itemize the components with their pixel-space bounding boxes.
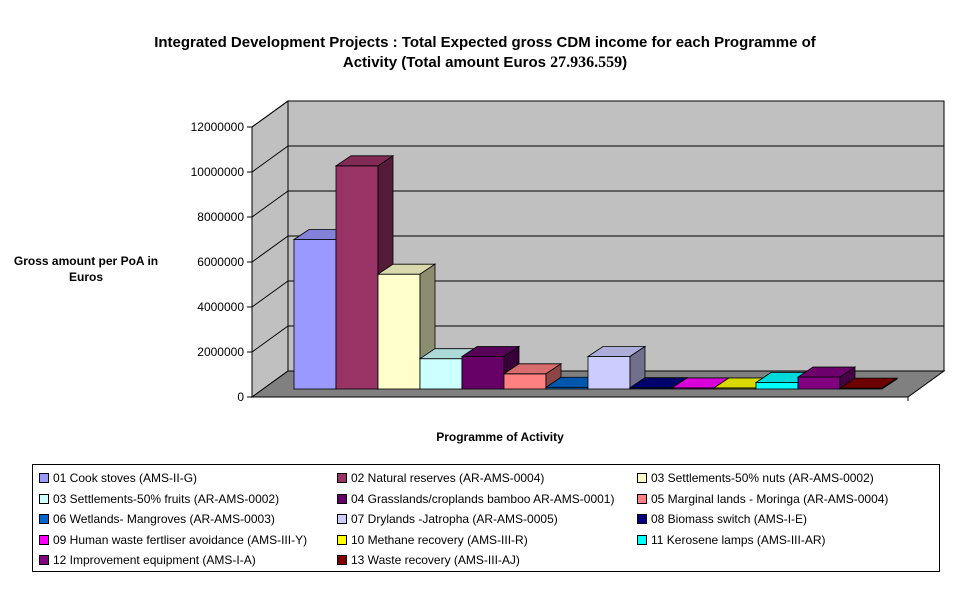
y-tick-label: 6000000 xyxy=(197,255,244,269)
legend-swatch xyxy=(39,555,49,565)
gridline-side xyxy=(251,145,289,173)
legend-swatch xyxy=(337,555,347,565)
chart-legend: 01 Cook stoves (AMS-II-G) 02 Natural rese… xyxy=(32,464,940,572)
chart-title-line1: Integrated Development Projects : Total … xyxy=(154,34,816,51)
legend-label: 03 Settlements-50% nuts (AR-AMS-0002) xyxy=(651,471,874,485)
bar-front xyxy=(293,239,337,390)
legend-label: 10 Methane recovery (AMS-III-R) xyxy=(351,532,528,547)
legend-swatch xyxy=(337,493,347,504)
legend-label: 11 Kerosene lamps (AMS-III-AR) xyxy=(651,532,826,547)
legend-swatch xyxy=(637,473,647,483)
bar-front xyxy=(335,165,379,390)
legend-swatch xyxy=(637,514,647,524)
gridline-side xyxy=(251,325,289,353)
legend-item: 05 Marginal lands - Moringa (AR-AMS-0004… xyxy=(637,489,888,509)
legend-label: 07 Drylands -Jatropha (AR-AMS-0005) xyxy=(351,512,558,526)
gridline-side xyxy=(251,235,289,263)
legend-label: 05 Marginal lands - Moringa (AR-AMS-0004… xyxy=(651,491,889,506)
legend-item: 13 Waste recovery (AMS-III-AJ) xyxy=(337,550,520,570)
chart-title-amount: 27.936.559 xyxy=(550,54,623,71)
legend-label: 03 Settlements-50% fruits (AR-AMS-0002) xyxy=(53,491,280,506)
legend-item: 01 Cook stoves (AMS-II-G) xyxy=(39,468,197,488)
legend-item: 06 Wetlands- Mangroves (AR-AMS-0003) xyxy=(39,509,275,529)
legend-swatch xyxy=(337,514,347,524)
chart-title: Integrated Development Projects : Total … xyxy=(95,33,875,73)
bar-front xyxy=(797,376,841,390)
bar-front xyxy=(755,382,799,390)
legend-label: 08 Biomass switch (AMS-I-E) xyxy=(651,512,808,526)
y-tick-label: 4000000 xyxy=(197,300,244,314)
legend-item: 10 Methane recovery (AMS-III-R) xyxy=(337,530,528,550)
legend-swatch xyxy=(39,493,49,504)
y-tick-label: 12000000 xyxy=(191,120,245,134)
legend-label: 13 Waste recovery (AMS-III-AJ) xyxy=(351,553,520,567)
bar-front xyxy=(503,373,547,390)
legend-swatch xyxy=(39,473,49,483)
legend-label: 12 Improvement equipment (AMS-I-A) xyxy=(53,553,256,567)
legend-item: 12 Improvement equipment (AMS-I-A) xyxy=(39,550,256,570)
legend-swatch xyxy=(337,534,347,545)
gridline-side xyxy=(251,190,289,218)
chart-title-line2: Activity (Total amount Euros xyxy=(342,54,551,71)
legend-item: 04 Grasslands/croplands bamboo AR-AMS-00… xyxy=(337,489,614,509)
x-axis-label: Programme of Activity xyxy=(436,430,564,444)
bar-front xyxy=(461,356,505,390)
legend-item: 02 Natural reserves (AR-AMS-0004) xyxy=(337,468,544,488)
legend-label: 09 Human waste fertliser avoidance (AMS-… xyxy=(53,532,308,547)
bar-side xyxy=(881,377,898,390)
legend-item: 09 Human waste fertliser avoidance (AMS-… xyxy=(39,530,307,550)
chart-title-close: ) xyxy=(622,54,628,71)
y-tick-label: 8000000 xyxy=(197,210,244,224)
legend-swatch xyxy=(637,534,647,545)
legend-item: 08 Biomass switch (AMS-I-E) xyxy=(637,509,807,529)
legend-item: 03 Settlements-50% nuts (AR-AMS-0002) xyxy=(637,468,874,488)
legend-label: 06 Wetlands- Mangroves (AR-AMS-0003) xyxy=(53,512,275,526)
legend-swatch xyxy=(39,534,49,545)
bar-front xyxy=(587,356,631,390)
bar-front xyxy=(419,358,463,390)
legend-swatch xyxy=(637,493,647,504)
legend-label: 01 Cook stoves (AMS-II-G) xyxy=(53,471,198,485)
legend-item: 11 Kerosene lamps (AMS-III-AR) xyxy=(637,530,826,550)
legend-item: 03 Settlements-50% fruits (AR-AMS-0002) xyxy=(39,489,279,509)
y-axis-label: Gross amount per PoA in Euros xyxy=(13,254,159,284)
gridline-side xyxy=(251,100,289,128)
legend-swatch xyxy=(39,514,49,524)
legend-item: 07 Drylands -Jatropha (AR-AMS-0005) xyxy=(337,509,558,529)
bar-chart: 0 2000000 4000000 6000000 8000000 10000000 120… xyxy=(191,100,946,404)
legend-label: 02 Natural reserves (AR-AMS-0004) xyxy=(351,471,545,485)
y-tick-label: 10000000 xyxy=(191,165,245,179)
y-tick-label: 0 xyxy=(237,390,244,404)
y-tick-label: 2000000 xyxy=(197,345,244,359)
legend-label: 04 Grasslands/croplands bamboo AR-AMS-00… xyxy=(351,491,615,506)
gridline-side xyxy=(251,280,289,308)
legend-swatch xyxy=(337,473,347,483)
bar-front xyxy=(377,273,421,390)
